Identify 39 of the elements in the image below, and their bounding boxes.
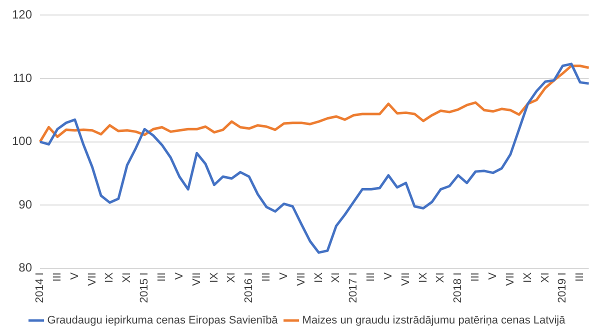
y-tick-label: 90 (18, 197, 32, 212)
x-tick-label: III (574, 272, 586, 282)
x-tick-label: 2019 I (556, 272, 569, 304)
x-tick-label: XI (330, 272, 342, 283)
x-tick-label: 2017 I (348, 272, 360, 304)
x-tick-label: XI (226, 272, 238, 283)
x-tick-label: VII (295, 272, 308, 286)
x-tick-label: IX (104, 272, 116, 283)
x-tick-label: 2014 I (34, 272, 46, 304)
x-tick-label: VII (400, 272, 412, 286)
x-tick-label: 2016 I (243, 272, 256, 304)
x-tick-label: XI (434, 272, 447, 283)
x-tick-label: IX (417, 272, 430, 283)
x-tick-label: III (470, 272, 482, 282)
x-tick-label: III (365, 272, 378, 282)
legend-label: Maizes un graudu izstrādājumu patēriņa cenas Latvijā (302, 314, 566, 327)
y-tick-label: 100 (12, 134, 32, 148)
x-tick-label: V (382, 272, 394, 280)
x-tick-label: IX (208, 272, 220, 283)
x-tick-label: IX (312, 272, 325, 283)
legend-label: Graudaugu iepirkuma cenas Eiropas Savienībā (47, 314, 279, 327)
x-tick-label: 2015 I (138, 272, 151, 304)
x-tick-label: VII (504, 272, 516, 286)
x-tick-label: VII (86, 272, 98, 286)
x-tick-label: V (68, 272, 81, 280)
x-tick-label: III (260, 272, 273, 282)
x-tick-label: IX (522, 272, 534, 283)
x-tick-label: V (487, 272, 500, 280)
x-tick-label: III (156, 272, 168, 282)
x-tick-label: V (278, 272, 290, 280)
x-tick-label: III (51, 272, 64, 282)
y-tick-label: 120 (12, 8, 32, 22)
x-tick-label: VII (190, 272, 203, 286)
x-tick-label: XI (539, 272, 552, 283)
x-tick-label: XI (121, 272, 134, 283)
y-tick-label: 80 (18, 260, 32, 275)
y-tick-label: 110 (12, 70, 32, 85)
x-tick-label: V (173, 272, 186, 280)
x-tick-label: 2018 I (452, 272, 464, 304)
